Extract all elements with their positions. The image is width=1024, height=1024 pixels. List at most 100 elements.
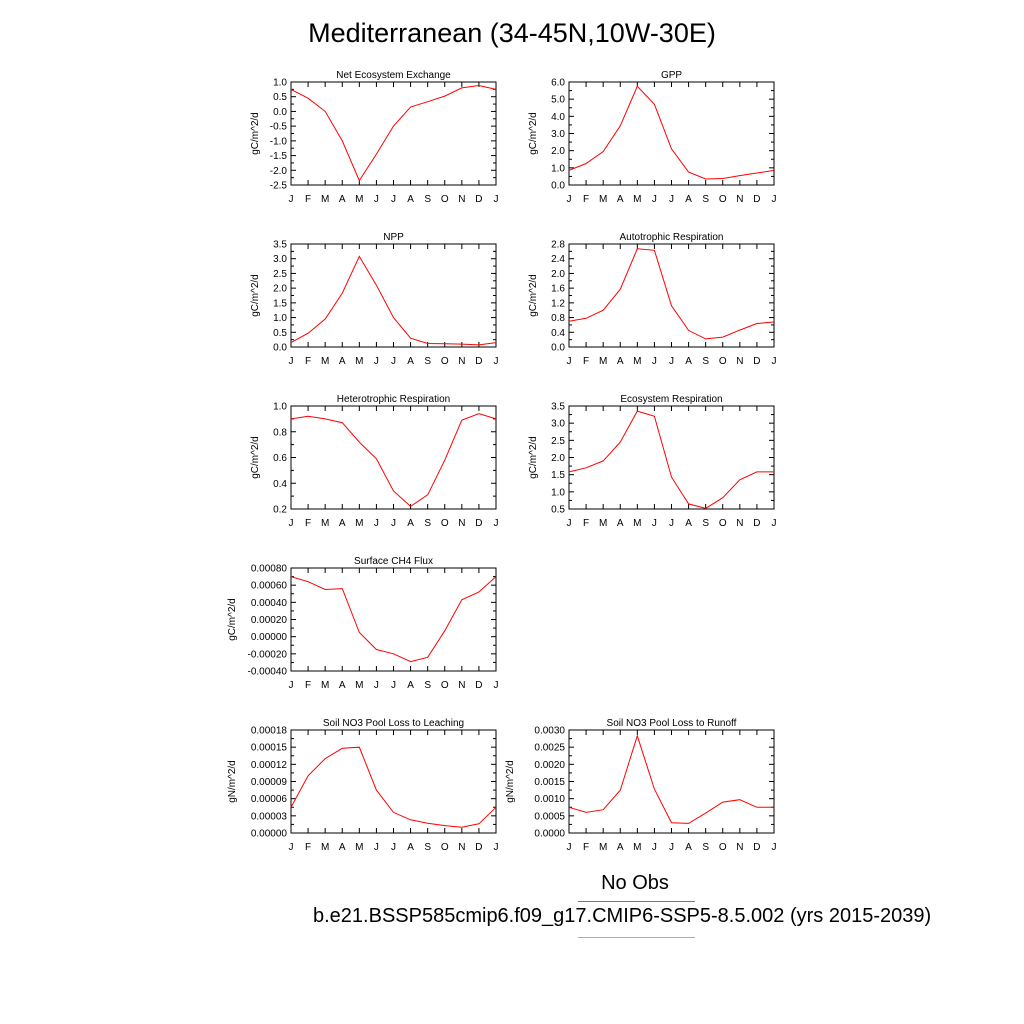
plot-frame <box>290 729 497 834</box>
x-tick-label: N <box>458 194 465 205</box>
x-tick-label: N <box>736 842 743 853</box>
y-tick-label: 0.4 <box>273 479 287 490</box>
x-tick-label: D <box>753 518 760 529</box>
y-tick-label: 1.5 <box>273 298 287 309</box>
chart-soil-no3-pool-loss-to-leaching: Soil NO3 Pool Loss to Leaching 0.00018 0.0… <box>227 718 499 853</box>
x-tick-label: N <box>736 518 743 529</box>
x-tick-label: J <box>772 356 777 367</box>
plot-frame <box>568 729 775 834</box>
y-tick-label: 0.4 <box>551 328 565 339</box>
y-tick-label: 3.5 <box>273 240 287 251</box>
x-tick-label: M <box>355 680 363 691</box>
y-axis-label: gC/m^2/d <box>528 112 539 155</box>
y-tick-label: 1.2 <box>551 298 565 309</box>
y-tick-label: 1.5 <box>551 470 565 481</box>
legend-obs-label: No Obs <box>601 872 669 894</box>
x-tick-label: J <box>567 356 572 367</box>
y-tick-label: 3.5 <box>551 402 565 413</box>
y-tick-label: 0.0 <box>551 181 565 192</box>
x-tick-label: A <box>617 842 624 853</box>
x-tick-label: J <box>289 842 294 853</box>
legend-obs-line <box>578 901 695 902</box>
plot-frame <box>290 243 497 348</box>
series-line <box>290 84 497 182</box>
x-tick-label: D <box>475 518 482 529</box>
x-tick-label: N <box>458 842 465 853</box>
x-tick-label: J <box>494 356 499 367</box>
x-tick-label: J <box>652 356 657 367</box>
x-tick-label: S <box>424 518 431 529</box>
y-axis-label: gC/m^2/d <box>250 274 261 317</box>
y-tick-label: 0.00080 <box>251 564 288 575</box>
x-tick-label: F <box>583 842 589 853</box>
x-tick-label: A <box>685 194 692 205</box>
chart-net-ecosystem-exchange: Net Ecosystem Exchange 1.0 0.5 0.0 -0.5 -1.0 -… <box>250 70 499 205</box>
y-tick-label: 1.0 <box>273 78 287 89</box>
y-tick-label: -0.00020 <box>248 649 288 660</box>
series-line <box>290 576 497 663</box>
x-tick-label: D <box>475 680 482 691</box>
y-tick-label: 2.5 <box>273 269 287 280</box>
y-tick-label: 0.6 <box>273 453 287 464</box>
x-tick-label: M <box>321 680 329 691</box>
y-tick-label: 0.0 <box>551 343 565 354</box>
x-tick-label: O <box>441 680 449 691</box>
x-tick-label: J <box>494 518 499 529</box>
y-tick-label: 1.0 <box>551 163 565 174</box>
y-tick-label: 0.0010 <box>534 794 565 805</box>
x-tick-label: M <box>599 356 607 367</box>
x-tick-label: A <box>407 356 414 367</box>
series-line <box>290 746 497 828</box>
x-tick-label: M <box>355 194 363 205</box>
x-tick-label: A <box>339 842 346 853</box>
y-axis-label: gC/m^2/d <box>250 112 261 155</box>
x-tick-label: M <box>321 194 329 205</box>
chart-ecosystem-respiration: Ecosystem Respiration 3.5 3.0 2.5 2.0 1.5 1.0 0… <box>528 394 777 529</box>
x-tick-label: J <box>374 680 379 691</box>
x-tick-label: J <box>374 518 379 529</box>
x-tick-label: N <box>458 356 465 367</box>
chart-title: GPP <box>661 70 682 81</box>
y-tick-label: 0.00015 <box>251 743 288 754</box>
y-tick-label: 1.6 <box>551 284 565 295</box>
y-tick-label: 0.0015 <box>534 777 565 788</box>
x-tick-label: J <box>652 518 657 529</box>
x-tick-label: M <box>633 842 641 853</box>
y-tick-label: 1.0 <box>273 313 287 324</box>
x-tick-label: M <box>633 518 641 529</box>
x-tick-label: F <box>305 680 311 691</box>
x-tick-label: J <box>289 194 294 205</box>
x-tick-label: A <box>617 518 624 529</box>
y-tick-label: 6.0 <box>551 78 565 89</box>
x-tick-label: D <box>475 842 482 853</box>
x-tick-label: M <box>599 518 607 529</box>
y-tick-label: 2.8 <box>551 240 565 251</box>
x-tick-label: O <box>719 518 727 529</box>
legend-model-line <box>578 937 695 938</box>
series-line <box>568 734 774 824</box>
x-tick-label: J <box>669 518 674 529</box>
x-tick-label: M <box>599 842 607 853</box>
x-tick-label: M <box>321 842 329 853</box>
x-tick-label: J <box>494 680 499 691</box>
y-tick-label: 0.0000 <box>534 829 565 840</box>
x-tick-label: F <box>583 356 589 367</box>
x-tick-label: N <box>736 194 743 205</box>
x-tick-label: O <box>441 842 449 853</box>
x-tick-label: F <box>305 356 311 367</box>
x-tick-label: D <box>753 356 760 367</box>
y-tick-label: 0.00020 <box>251 615 288 626</box>
y-tick-label: 0.00060 <box>251 581 288 592</box>
x-tick-label: J <box>391 842 396 853</box>
y-tick-label: 0.0020 <box>534 760 565 771</box>
plot-frame <box>290 405 497 510</box>
x-tick-label: J <box>374 356 379 367</box>
x-tick-label: S <box>702 842 709 853</box>
x-tick-label: N <box>736 356 743 367</box>
x-tick-label: J <box>494 194 499 205</box>
series-line <box>568 248 775 340</box>
y-tick-label: 0.00000 <box>251 829 288 840</box>
y-tick-label: 4.0 <box>551 112 565 123</box>
